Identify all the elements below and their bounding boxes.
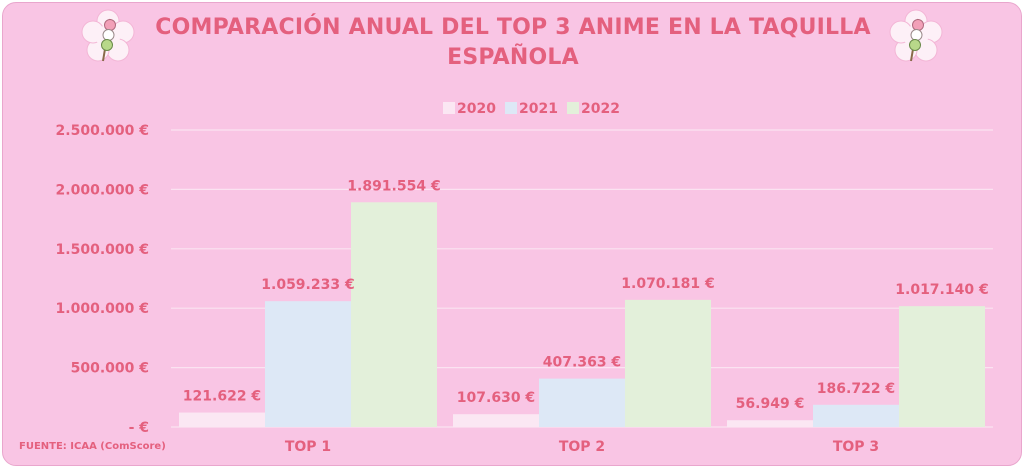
legend-swatch-2020 <box>443 102 455 114</box>
data-label: 121.622 € <box>183 389 261 405</box>
data-label: 1.070.181 € <box>621 276 714 292</box>
data-label: 186.722 € <box>817 381 895 397</box>
source-note: FUENTE: ICAA (ComScore) <box>19 441 166 452</box>
bar-2022-top-3 <box>899 306 985 427</box>
legend-label-2021: 2021 <box>519 101 558 117</box>
y-tick-label: 2.000.000 € <box>56 182 149 198</box>
dango-flower-icon <box>887 7 945 65</box>
y-tick-label: - € <box>129 420 149 436</box>
x-tick-label: TOP 3 <box>833 439 879 455</box>
y-tick-label: 1.000.000 € <box>56 301 149 317</box>
legend: 2020 2021 2022 <box>443 101 620 117</box>
bar-2022-top-1 <box>351 202 437 427</box>
data-label: 107.630 € <box>457 390 535 406</box>
bar-2020-top-3 <box>727 420 813 427</box>
legend-label-2022: 2022 <box>581 101 620 117</box>
legend-swatch-2021 <box>505 102 517 114</box>
bar-2021-top-2 <box>539 378 625 427</box>
bar-2021-top-1 <box>265 301 351 427</box>
data-label: 1.891.554 € <box>347 178 440 194</box>
legend-swatch-2022 <box>567 102 579 114</box>
data-label: 1.017.140 € <box>895 282 988 298</box>
data-label: 407.363 € <box>543 355 621 371</box>
y-axis: - € 500.000 € 1.000.000 € 1.500.000 € 2.000.… <box>56 123 149 436</box>
data-labels: 121.622 € 1.059.233 € 1.891.554 € 107.630 €… <box>183 178 989 412</box>
bar-2022-top-2 <box>625 299 711 427</box>
bar-2021-top-3 <box>813 404 899 427</box>
y-tick-label: 1.500.000 € <box>56 242 149 258</box>
bars <box>179 202 985 427</box>
x-tick-label: TOP 2 <box>559 439 605 455</box>
x-axis: TOP 1 TOP 2 TOP 3 <box>285 439 879 455</box>
data-label: 1.059.233 € <box>261 277 354 293</box>
bar-2020-top-2 <box>453 414 539 427</box>
y-tick-label: 2.500.000 € <box>56 123 149 139</box>
chart-title: COMPARACIÓN ANUAL DEL TOP 3 ANIME EN LA … <box>155 15 871 70</box>
legend-label-2020: 2020 <box>457 101 496 117</box>
dango-flower-icon <box>79 7 137 65</box>
x-tick-label: TOP 1 <box>285 439 331 455</box>
bar-2020-top-1 <box>179 412 265 427</box>
data-label: 56.949 € <box>736 396 805 412</box>
y-tick-label: 500.000 € <box>71 361 149 377</box>
bar-chart: - € 500.000 € 1.000.000 € 1.500.000 € 2.000.… <box>56 101 993 455</box>
